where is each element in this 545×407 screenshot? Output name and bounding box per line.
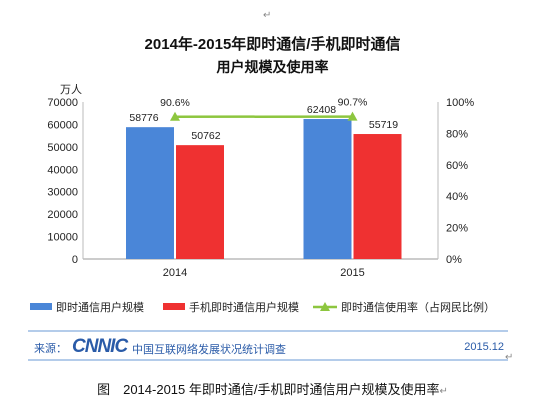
- y-tick-label: 50000: [47, 142, 78, 154]
- y-tick-label: 10000: [47, 232, 78, 244]
- return-mark: ↵: [263, 10, 272, 21]
- bar-im-users: [303, 119, 352, 259]
- legend-label-im-users: 即时通信用户规模: [56, 300, 144, 314]
- chart-title-line1: 2014年-2015年即时通信/手机即时通信: [144, 36, 401, 53]
- y-tick-label: 30000: [47, 187, 78, 199]
- y-unit-label: 万人: [60, 83, 82, 96]
- legend-marker-usage-rate: [320, 302, 330, 311]
- legend-label-mobile-im-users: 手机即时通信用户规模: [189, 300, 299, 314]
- usage-rate-marker: [347, 111, 358, 121]
- bar-data-label: 50762: [191, 130, 220, 142]
- source-org: 中国互联网络发展状况统计调查: [132, 344, 286, 356]
- legend-label-usage-rate: 即时通信使用率（占网民比例）: [341, 300, 495, 314]
- y2-tick-label: 0%: [446, 254, 462, 266]
- y2-tick-label: 80%: [446, 128, 468, 140]
- y2-tick-label: 100%: [446, 97, 474, 109]
- return-mark-3: ↵: [439, 386, 448, 397]
- y2-tick-label: 60%: [446, 160, 468, 172]
- y2-tick-label: 40%: [446, 191, 468, 203]
- source-label: 来源：: [34, 343, 67, 355]
- y-tick-label: 0: [72, 254, 78, 266]
- legend-swatch-im-users: [30, 303, 52, 310]
- x-tick-label: 2015: [340, 267, 364, 279]
- bar-data-label: 62408: [307, 104, 336, 116]
- y-tick-label: 20000: [47, 209, 78, 221]
- y-tick-label: 70000: [47, 97, 78, 109]
- bar-mobile-im-users: [176, 145, 224, 259]
- bar-data-label: 55719: [369, 119, 398, 131]
- figure-caption-text: 图 2014-2015 年即时通信/手机即时通信用户规模及使用率: [97, 382, 440, 397]
- bar-mobile-im-users: [353, 134, 402, 259]
- x-tick-label: 2014: [163, 267, 187, 279]
- chart-title-line2: 用户规模及使用率: [216, 59, 329, 75]
- figure-caption: 图 2014-2015 年即时通信/手机即时通信用户规模及使用率↵: [0, 379, 545, 398]
- usage-rate-marker: [170, 111, 180, 121]
- y-tick-label: 40000: [47, 164, 78, 176]
- y-tick-label: 60000: [47, 119, 78, 131]
- cnnic-logo: CNNIC: [72, 336, 128, 357]
- y2-tick-label: 20%: [446, 223, 468, 235]
- bar-im-users: [126, 127, 174, 259]
- bar-data-label: 58776: [129, 112, 158, 124]
- usage-rate-label: 90.7%: [338, 97, 368, 109]
- source-date: 2015.12: [464, 341, 504, 353]
- legend-swatch-mobile-im-users: [163, 303, 185, 310]
- return-mark-2: ↵: [505, 352, 514, 363]
- usage-rate-label: 90.6%: [160, 97, 190, 109]
